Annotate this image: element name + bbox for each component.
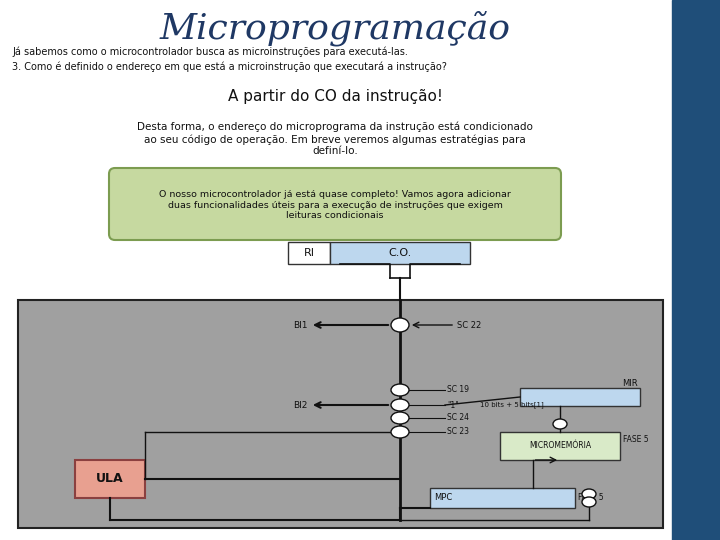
Text: SC 19: SC 19 <box>447 386 469 395</box>
Text: SC 24: SC 24 <box>447 414 469 422</box>
Text: MICROMEMÓRIA: MICROMEMÓRIA <box>529 442 591 450</box>
Ellipse shape <box>582 497 596 507</box>
Text: Já sabemos como o microcontrolador busca as microinstruções para executá-las.: Já sabemos como o microcontrolador busca… <box>12 47 408 57</box>
Text: SC 22: SC 22 <box>457 321 481 329</box>
Bar <box>430 488 575 508</box>
Text: "1": "1" <box>447 401 459 409</box>
Text: FASE 5: FASE 5 <box>623 435 649 444</box>
Text: C.O.: C.O. <box>388 248 412 258</box>
Text: BI2: BI2 <box>294 401 308 409</box>
Text: 3. Como é definido o endereço em que está a microinstrução que executará a instr: 3. Como é definido o endereço em que est… <box>12 62 447 72</box>
Text: RI: RI <box>304 248 315 258</box>
Text: O nosso microcontrolador já está quase completo! Vamos agora adicionar
duas func: O nosso microcontrolador já está quase c… <box>159 190 511 220</box>
Text: Desta forma, o endereço do microprograma da instrução está condicionado
ao seu c: Desta forma, o endereço do microprograma… <box>137 122 533 156</box>
Ellipse shape <box>553 419 567 429</box>
Ellipse shape <box>582 489 596 499</box>
Ellipse shape <box>391 399 409 411</box>
Bar <box>672 0 720 540</box>
Text: Microprogramação: Microprogramação <box>160 10 510 46</box>
Bar <box>288 242 330 264</box>
Text: 10 bits + 5 bits[1]: 10 bits + 5 bits[1] <box>480 402 544 408</box>
Ellipse shape <box>391 412 409 424</box>
Ellipse shape <box>391 426 409 438</box>
Bar <box>75 460 145 498</box>
Bar <box>500 432 620 460</box>
Text: MPC: MPC <box>434 494 452 503</box>
Bar <box>18 300 663 528</box>
FancyBboxPatch shape <box>109 168 561 240</box>
Text: ULA: ULA <box>96 472 124 485</box>
Bar <box>520 388 640 406</box>
Text: FASE 5: FASE 5 <box>578 494 603 503</box>
Text: A partir do CO da instrução!: A partir do CO da instrução! <box>228 89 442 104</box>
Text: SC 23: SC 23 <box>447 428 469 436</box>
Ellipse shape <box>391 318 409 332</box>
Ellipse shape <box>391 384 409 396</box>
Bar <box>330 242 470 264</box>
Text: MIR: MIR <box>622 380 638 388</box>
Text: BI1: BI1 <box>294 321 308 329</box>
